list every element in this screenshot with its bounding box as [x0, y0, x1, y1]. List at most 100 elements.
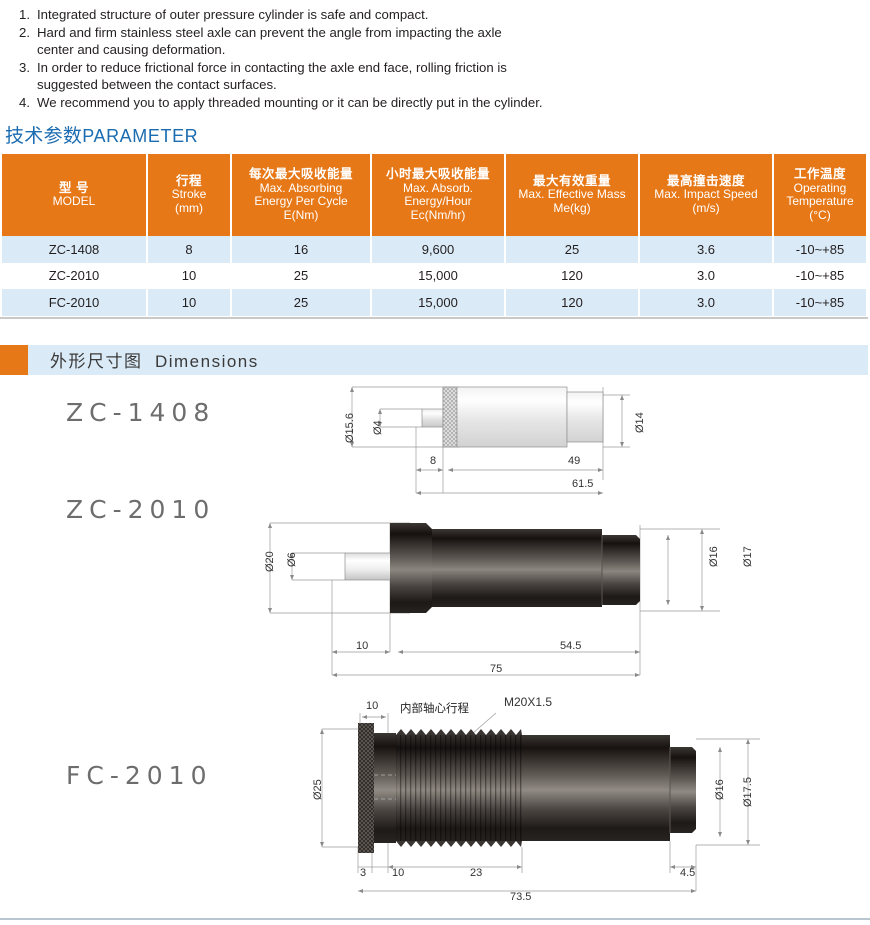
table-row: ZC-2010 10 25 15,000 120 3.0 -10~+85 — [2, 262, 866, 289]
column-header-energy-per-cycle: 每次最大吸收能量 Max. Absorbing Energy Per Cycle… — [232, 154, 370, 236]
list-item-text: Hard and firm stainless steel axle can p… — [37, 24, 502, 40]
cell-energy-hour: 15,000 — [372, 262, 504, 289]
column-header-impact-speed: 最高撞击速度 Max. Impact Speed (m/s) — [640, 154, 772, 236]
drawing-zc-1408 — [350, 386, 630, 495]
cell-energy-cycle: 25 — [232, 262, 370, 289]
list-item-number: 1. — [19, 7, 30, 22]
dim-label-thread-m20x1-5: M20X1.5 — [504, 694, 553, 709]
dimensions-heading-en: Dimensions — [154, 352, 259, 371]
list-item-continuation: suggested between the contact surfaces. — [37, 77, 277, 92]
orange-square-marker — [0, 344, 28, 375]
table-bottom-rule — [0, 316, 868, 319]
cell-effective-mass: 120 — [506, 262, 638, 289]
list-item: 1. Integrated structure of outer pressur… — [8, 6, 870, 24]
dimensions-section-band: 外形尺寸图 Dimensions — [0, 344, 868, 375]
cell-model: ZC-1408 — [2, 236, 146, 263]
table-row: FC-2010 10 25 15,000 120 3.0 -10~+85 — [2, 289, 866, 316]
notes-list: 1. Integrated structure of outer pressur… — [0, 0, 870, 111]
col-head-cn: 每次最大吸收能量 — [248, 167, 353, 181]
cell-stroke: 8 — [148, 236, 230, 263]
dim-label-length-10: 10 — [356, 639, 369, 652]
cell-effective-mass: 120 — [506, 289, 638, 316]
dim-label-diameter-17: Ø17 — [742, 545, 754, 567]
cell-impact-speed: 3.0 — [640, 262, 772, 289]
parameter-heading-en: PARAMETER — [82, 126, 199, 146]
col-head-en: Me(kg) — [553, 200, 591, 215]
parameter-table: 型 号 MODEL 行程 Stroke (mm) 每次最大吸收能量 Max. A… — [0, 154, 868, 316]
table-header-row: 型 号 MODEL 行程 Stroke (mm) 每次最大吸收能量 Max. A… — [2, 154, 866, 236]
col-head-cn: 工作温度 — [793, 167, 846, 181]
list-item-text: In order to reduce frictional force in c… — [37, 59, 507, 75]
cell-energy-cycle: 16 — [232, 236, 370, 263]
col-head-en: Stroke — [171, 187, 207, 202]
col-head-en: Max. Absorbing — [259, 180, 343, 195]
dim-label-length-75: 75 — [490, 662, 503, 675]
list-item-number: 4. — [19, 94, 30, 110]
dim-label-length-8: 8 — [430, 454, 437, 467]
cell-stroke: 10 — [148, 289, 230, 316]
col-head-en: MODEL — [52, 194, 96, 208]
cell-temperature: -10~+85 — [774, 236, 866, 263]
list-item-text: Integrated structure of outer pressure c… — [37, 7, 429, 22]
dim-label-diameter-6: Ø6 — [286, 551, 298, 567]
dim-label-length-4-5: 4.5 — [680, 866, 696, 879]
col-head-en: (mm) — [175, 200, 203, 215]
cell-impact-speed: 3.6 — [640, 236, 772, 263]
col-head-cn: 小时最大吸收能量 — [385, 167, 490, 181]
dim-label-length-3: 3 — [360, 866, 367, 879]
cell-stroke: 10 — [148, 262, 230, 289]
col-head-en: Max. Absorb. — [402, 180, 474, 195]
dim-label-stroke-10: 10 — [366, 699, 379, 712]
dim-label-length-73-5: 73.5 — [510, 890, 532, 903]
dim-label-length-23: 23 — [470, 866, 483, 879]
col-head-en: E(Nm) — [283, 207, 319, 222]
table-row: ZC-1408 8 16 9,600 25 3.6 -10~+85 — [2, 236, 866, 263]
page-bottom-rule — [0, 918, 870, 920]
drawing-fc-2010 — [320, 712, 760, 893]
drawing-zc-2010 — [268, 522, 720, 677]
column-header-effective-mass: 最大有效重量 Max. Effective Mass Me(kg) — [506, 154, 638, 236]
dim-label-internal-stroke-cn: 内部轴心行程 — [400, 702, 469, 715]
list-item-number: 2. — [19, 24, 30, 40]
column-header-stroke: 行程 Stroke (mm) — [148, 154, 230, 236]
col-head-en: (°C) — [809, 207, 831, 222]
cell-energy-hour: 9,600 — [372, 236, 504, 263]
model-label-fc-2010: FC-2010 — [66, 760, 213, 790]
col-head-en: Max. Impact Speed — [654, 187, 758, 202]
col-head-en: Temperature — [786, 194, 854, 208]
col-head-cn: 行程 — [175, 173, 202, 188]
cell-impact-speed: 3.0 — [640, 289, 772, 316]
cell-temperature: -10~+85 — [774, 262, 866, 289]
model-label-zc-1408: ZC-1408 — [66, 397, 216, 427]
cell-effective-mass: 25 — [506, 236, 638, 263]
column-header-energy-per-hour: 小时最大吸收能量 Max. Absorb. Energy/Hour Ec(Nm/… — [372, 154, 504, 236]
dim-label-diameter-16-fc: Ø16 — [714, 778, 726, 800]
list-item-continuation: center and causing deformation. — [37, 42, 226, 57]
dim-label-length-49: 49 — [568, 454, 581, 467]
list-item: 3. In order to reduce frictional force i… — [8, 59, 870, 77]
parameter-section-heading: 技术参数PARAMETER — [5, 121, 870, 148]
model-label-zc-2010: ZC-2010 — [66, 494, 216, 524]
parameter-heading-cn: 技术参数 — [5, 126, 83, 147]
col-head-cn: 型 号 — [59, 180, 89, 195]
dim-label-diameter-20: Ø20 — [264, 550, 276, 572]
dimensions-heading-cn: 外形尺寸图 — [50, 352, 143, 371]
cell-energy-hour: 15,000 — [372, 289, 504, 316]
col-head-en: Energy/Hour — [404, 194, 472, 208]
col-head-en: Max. Effective Mass — [518, 187, 626, 202]
dim-label-diameter-4: Ø4 — [372, 419, 384, 435]
list-item-number: 3. — [19, 59, 30, 75]
list-item: 2. Hard and firm stainless steel axle ca… — [8, 24, 870, 42]
col-head-en: Ec(Nm/hr) — [410, 207, 466, 222]
dimensions-heading: 外形尺寸图 Dimensions — [50, 347, 259, 372]
column-header-model: 型 号 MODEL — [2, 154, 146, 236]
dim-label-length-54-5: 54.5 — [560, 639, 582, 652]
cell-model: ZC-2010 — [2, 262, 146, 289]
dim-label-length-10: 10 — [392, 866, 405, 879]
dim-label-diameter-15-6: Ø15.6 — [344, 412, 356, 443]
cell-temperature: -10~+85 — [774, 289, 866, 316]
dim-label-diameter-25: Ø25 — [312, 778, 324, 800]
list-item-text: We recommend you to apply threaded mount… — [37, 94, 543, 110]
dim-label-diameter-16: Ø16 — [708, 545, 720, 567]
dim-label-diameter-14: Ø14 — [634, 411, 646, 433]
